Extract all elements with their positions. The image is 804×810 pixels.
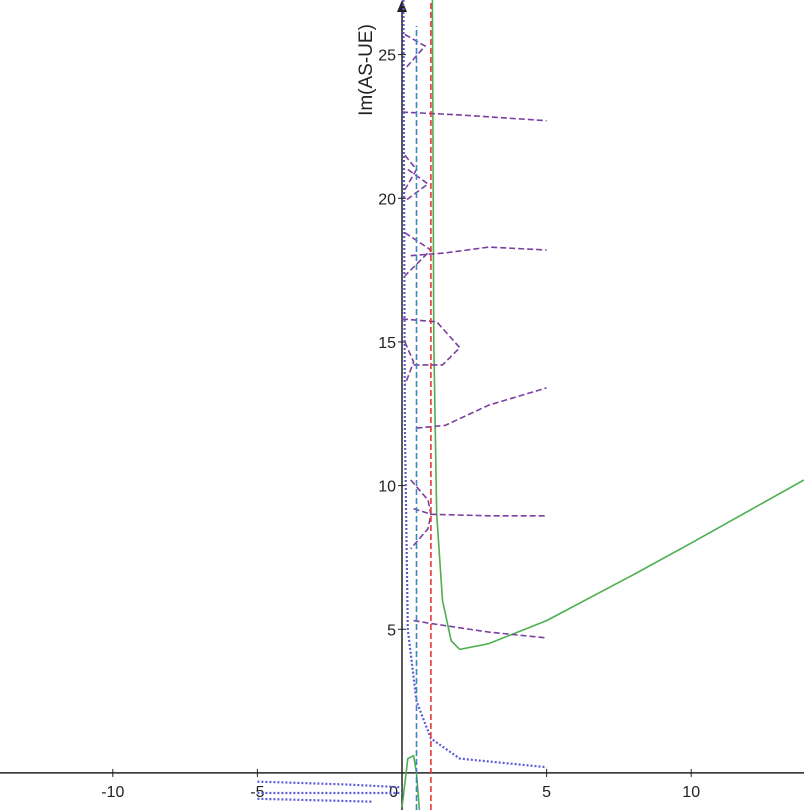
x-tick-label: 10: [682, 784, 700, 801]
curve: [413, 507, 547, 517]
curve: [431, 0, 804, 651]
curve: [401, 754, 421, 810]
curve: [257, 780, 403, 789]
curve: [404, 232, 433, 277]
curve: [257, 797, 374, 803]
curve: [410, 246, 547, 257]
y-tick-label: 15: [378, 335, 396, 352]
x-tick-label: 5: [542, 784, 551, 801]
curve: [410, 479, 432, 550]
y-tick-label: 10: [378, 479, 396, 496]
y-axis-label: Im(AS-UE): [356, 24, 377, 116]
curve: [416, 387, 547, 429]
curve: [401, 318, 461, 366]
curve: [413, 619, 547, 639]
axis-arrow: [397, 0, 407, 12]
curve: [402, 0, 547, 769]
curve: [404, 33, 427, 70]
x-tick-label: -10: [101, 784, 124, 801]
y-tick-label: 5: [387, 622, 396, 639]
y-tick-label: 25: [378, 48, 396, 65]
y-tick-label: 20: [378, 191, 396, 208]
curve: [401, 111, 547, 122]
curve: [404, 341, 415, 386]
